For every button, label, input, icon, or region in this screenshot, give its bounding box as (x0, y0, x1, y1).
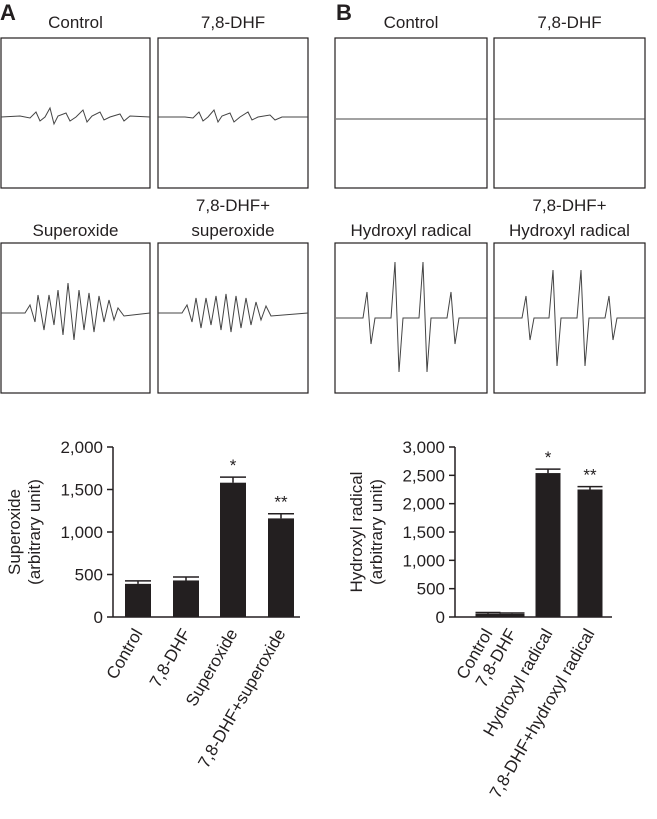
y-tick-label: 2,000 (60, 438, 103, 457)
y-tick-label: 0 (94, 608, 103, 627)
x-tick-label: 7,8-DHF+superoxide (194, 626, 289, 772)
spectrum-title: 7,8-DHF (201, 13, 265, 32)
y-tick-label: 3,000 (402, 438, 445, 457)
spectrum-title: 7,8-DHF+ (532, 196, 606, 215)
x-tick-label: 7,8-DHF (146, 626, 195, 691)
y-tick-label: 0 (436, 608, 445, 627)
bar (220, 482, 246, 617)
y-axis-label: (arbitrary unit) (25, 479, 44, 585)
y-tick-label: 2,000 (402, 495, 445, 514)
spectrum-title: Hydroxyl radical (509, 221, 630, 240)
panel-label: B (336, 0, 352, 25)
panel-label: A (0, 0, 16, 25)
error-bar (535, 468, 561, 474)
spectrum-title: Hydroxyl radical (351, 221, 472, 240)
y-tick-label: 500 (417, 580, 445, 599)
y-tick-label: 500 (75, 566, 103, 585)
significance-mark: * (545, 448, 552, 467)
error-bar (475, 611, 501, 614)
y-tick-label: 2,500 (402, 466, 445, 485)
spectrum-title: superoxide (191, 221, 274, 240)
y-axis-label: (arbitrary unit) (367, 479, 386, 585)
significance-mark: ** (583, 466, 597, 485)
spectrum-title: Superoxide (32, 221, 118, 240)
bar (125, 583, 151, 617)
y-tick-label: 1,500 (60, 481, 103, 500)
spectra-layout (0, 37, 646, 394)
y-tick-label: 1,500 (402, 523, 445, 542)
y-tick-label: 1,000 (402, 551, 445, 570)
bar (173, 580, 199, 617)
bar (499, 613, 525, 617)
error-bar (577, 485, 603, 490)
y-axis-label: Superoxide (5, 489, 24, 575)
bar (475, 613, 501, 617)
error-bar (499, 612, 525, 614)
error-bar (268, 512, 294, 519)
error-bar (125, 580, 151, 584)
error-bar (220, 476, 246, 483)
error-bar (173, 576, 199, 581)
spectrum-title: 7,8-DHF (537, 13, 601, 32)
bar (268, 518, 294, 617)
bar (577, 489, 603, 617)
x-tick-label: Control (103, 626, 147, 683)
y-tick-label: 1,000 (60, 523, 103, 542)
significance-mark: * (230, 456, 237, 475)
spectrum-title: 7,8-DHF+ (196, 196, 270, 215)
significance-mark: ** (274, 493, 288, 512)
y-axis-label: Hydroxyl radical (347, 472, 366, 593)
spectrum-title: Control (48, 13, 103, 32)
bar (535, 473, 561, 617)
spectrum-title: Control (384, 13, 439, 32)
